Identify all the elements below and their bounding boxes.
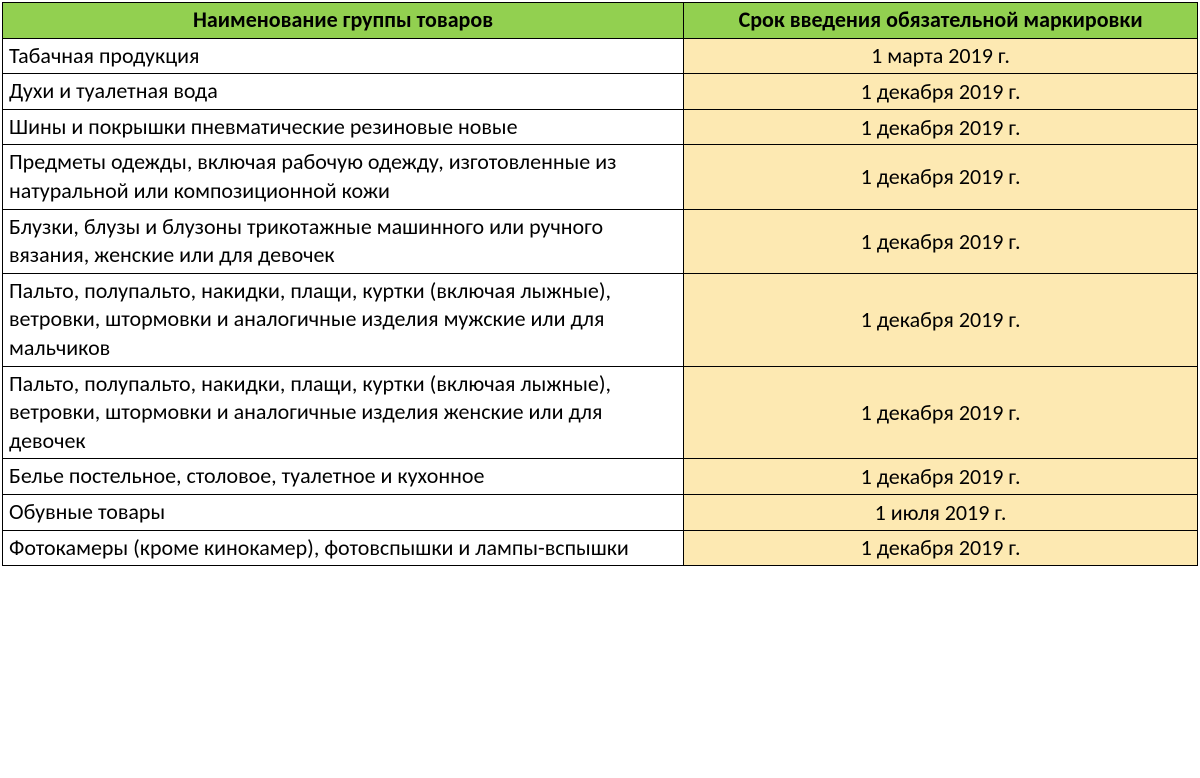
cell-date: 1 декабря 2019 г.: [684, 459, 1198, 495]
cell-product-name: Фотокамеры (кроме кинокамер), фотовспышк…: [3, 530, 684, 566]
cell-product-name: Блузки, блузы и блузоны трикотажные маши…: [3, 209, 684, 273]
cell-product-name: Табачная продукция: [3, 38, 684, 74]
table-row: Блузки, блузы и блузоны трикотажные маши…: [3, 209, 1198, 273]
cell-date: 1 марта 2019 г.: [684, 38, 1198, 74]
table-row: Шины и покрышки пневматические резиновые…: [3, 109, 1198, 145]
table-row: Предметы одежды, включая рабочую одежду,…: [3, 145, 1198, 209]
table-row: Пальто, полупальто, накидки, плащи, курт…: [3, 366, 1198, 459]
table-row: Фотокамеры (кроме кинокамер), фотовспышк…: [3, 530, 1198, 566]
table-row: Духи и туалетная вода 1 декабря 2019 г.: [3, 74, 1198, 110]
cell-date: 1 декабря 2019 г.: [684, 366, 1198, 459]
table-row: Белье постельное, столовое, туалетное и …: [3, 459, 1198, 495]
column-header-name: Наименование группы товаров: [3, 3, 684, 39]
table-row: Пальто, полупальто, накидки, плащи, курт…: [3, 273, 1198, 366]
marking-schedule-table: Наименование группы товаров Срок введени…: [2, 2, 1198, 566]
cell-date: 1 декабря 2019 г.: [684, 530, 1198, 566]
cell-product-name: Обувные товары: [3, 494, 684, 530]
cell-product-name: Шины и покрышки пневматические резиновые…: [3, 109, 684, 145]
cell-date: 1 июля 2019 г.: [684, 494, 1198, 530]
table-header-row: Наименование группы товаров Срок введени…: [3, 3, 1198, 39]
cell-date: 1 декабря 2019 г.: [684, 273, 1198, 366]
cell-product-name: Белье постельное, столовое, туалетное и …: [3, 459, 684, 495]
cell-date: 1 декабря 2019 г.: [684, 74, 1198, 110]
table-row: Обувные товары 1 июля 2019 г.: [3, 494, 1198, 530]
cell-product-name: Пальто, полупальто, накидки, плащи, курт…: [3, 366, 684, 459]
cell-product-name: Духи и туалетная вода: [3, 74, 684, 110]
column-header-date: Срок введения обязательной маркировки: [684, 3, 1198, 39]
cell-date: 1 декабря 2019 г.: [684, 209, 1198, 273]
cell-product-name: Пальто, полупальто, накидки, плащи, курт…: [3, 273, 684, 366]
cell-date: 1 декабря 2019 г.: [684, 145, 1198, 209]
cell-product-name: Предметы одежды, включая рабочую одежду,…: [3, 145, 684, 209]
cell-date: 1 декабря 2019 г.: [684, 109, 1198, 145]
table-row: Табачная продукция 1 марта 2019 г.: [3, 38, 1198, 74]
